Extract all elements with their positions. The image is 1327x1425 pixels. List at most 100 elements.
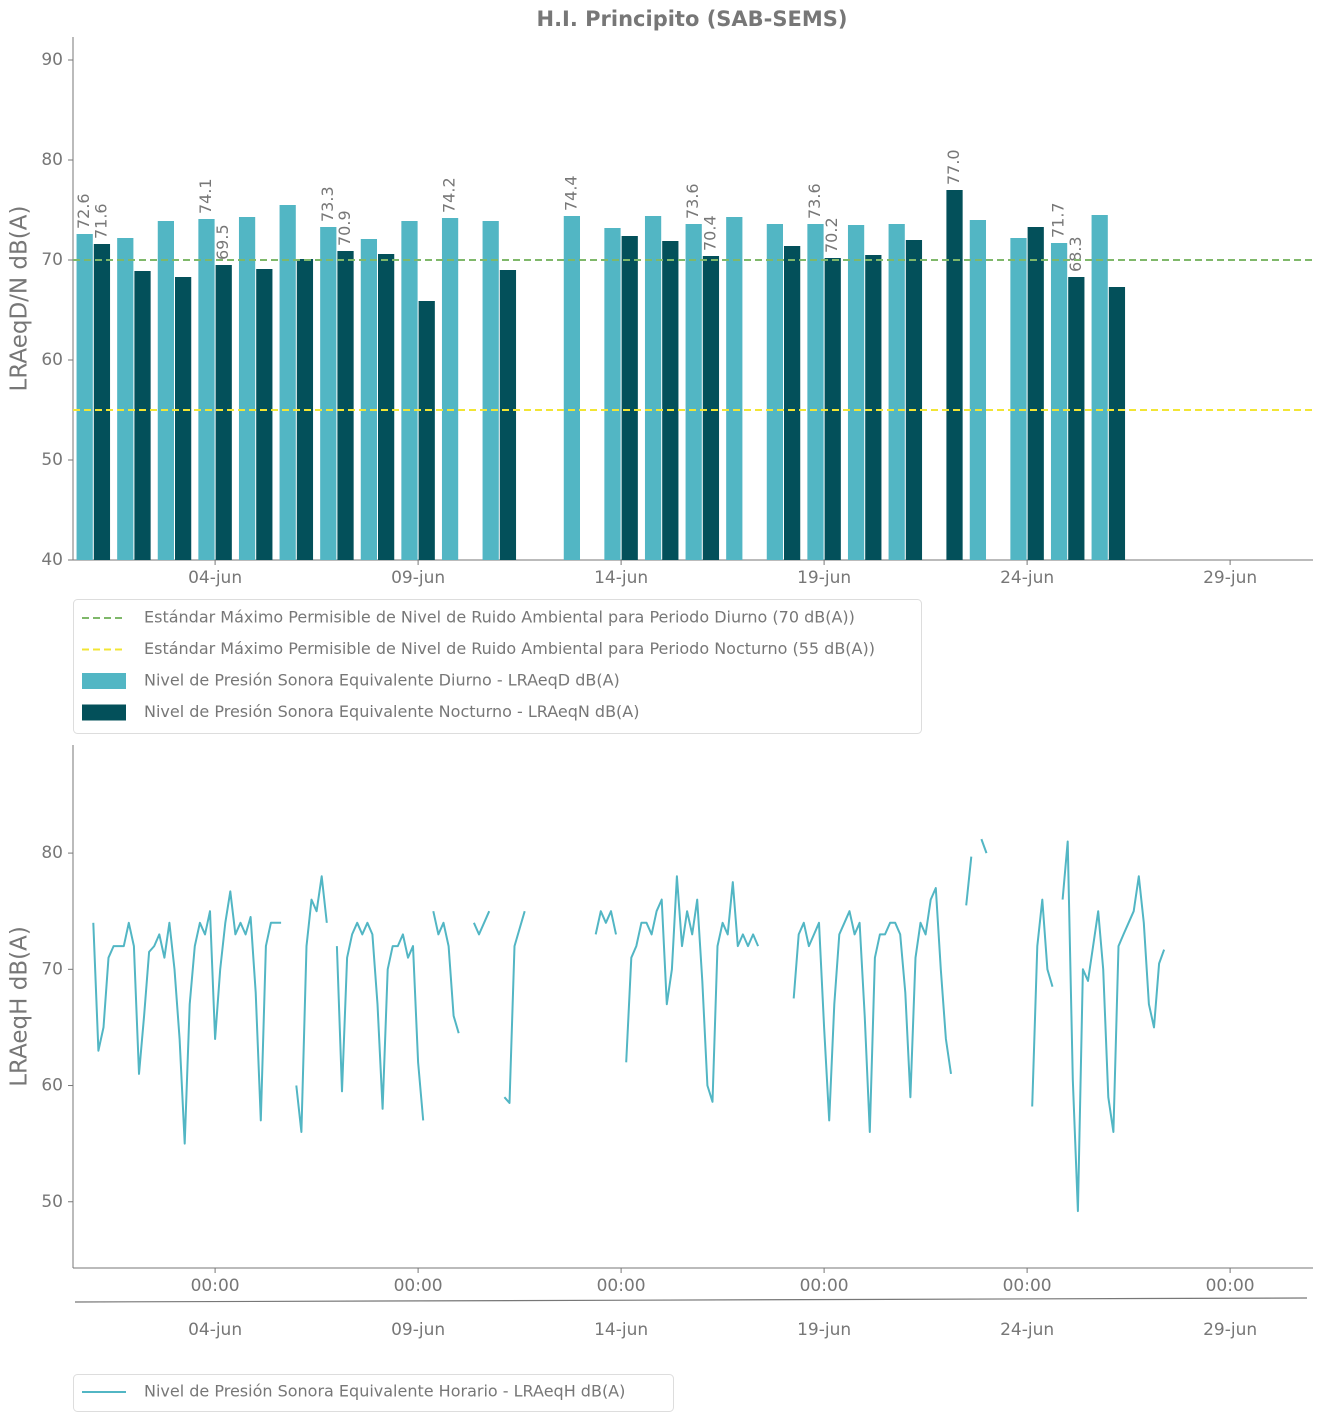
y-tick-label: 90 — [41, 50, 63, 70]
bar — [1010, 238, 1027, 560]
x-tick-label: 00:00 — [1003, 1276, 1052, 1296]
y-axis-label: LRAeqD/N dB(A) — [7, 206, 33, 392]
bar — [499, 270, 517, 560]
value-label: 72.6 — [74, 193, 93, 229]
bar — [865, 255, 882, 560]
bar — [175, 277, 192, 560]
x-date-label: 29-jun — [1203, 1320, 1257, 1340]
bar — [134, 271, 151, 560]
y-tick-label: 40 — [41, 550, 63, 570]
bar — [784, 246, 801, 560]
value-label: 68.3 — [1066, 236, 1085, 272]
bar — [117, 238, 134, 560]
y-tick-label: 80 — [41, 843, 63, 863]
x-tick-label: 00:00 — [597, 1276, 646, 1296]
value-label: 73.6 — [805, 183, 824, 219]
bar — [1108, 287, 1126, 560]
bar — [198, 219, 215, 560]
bar — [320, 227, 337, 560]
value-label: 71.7 — [1049, 202, 1068, 238]
legend-label: Nivel de Presión Sonora Equivalente Noct… — [144, 702, 639, 721]
bar — [482, 221, 499, 560]
y-tick-label: 70 — [41, 959, 63, 979]
bar — [1068, 277, 1085, 560]
legend-swatch — [82, 673, 126, 689]
legend-label: Nivel de Presión Sonora Equivalente Diur… — [144, 671, 620, 690]
x-tick-label: 24-jun — [1000, 568, 1054, 588]
bar — [1050, 243, 1068, 560]
x-tick-label: 09-jun — [391, 568, 445, 588]
bar — [621, 236, 638, 560]
x-date-label: 04-jun — [188, 1320, 242, 1340]
x-tick-label: 00:00 — [191, 1276, 240, 1296]
bar — [766, 224, 784, 560]
value-label: 70.9 — [335, 210, 354, 246]
legend-label: Nivel de Presión Sonora Equivalente Hora… — [144, 1382, 625, 1401]
y-tick-label: 60 — [41, 1076, 63, 1096]
value-label: 74.1 — [196, 178, 215, 214]
bar — [238, 217, 256, 560]
value-label: 71.6 — [91, 203, 110, 239]
bar — [847, 225, 865, 560]
value-label: 74.2 — [440, 177, 459, 213]
bar — [807, 224, 824, 560]
x-tick-label: 04-jun — [188, 568, 242, 588]
legend-box — [73, 1374, 674, 1412]
bar — [644, 216, 662, 560]
value-label: 70.2 — [822, 217, 841, 253]
bar — [1027, 227, 1044, 560]
x-tick-label: 00:00 — [394, 1276, 443, 1296]
x-date-label: 19-jun — [797, 1320, 851, 1340]
bar — [157, 221, 175, 560]
bar — [337, 251, 354, 560]
x-tick-label: 29-jun — [1203, 568, 1257, 588]
bar — [604, 228, 621, 560]
bar — [905, 240, 923, 560]
series-line — [92, 838, 1166, 1213]
date-separator — [74, 1297, 1308, 1303]
bar — [563, 216, 581, 560]
bar — [726, 217, 743, 560]
legend-label: Estándar Máximo Permisible de Nivel de R… — [144, 608, 855, 627]
legend-label: Estándar Máximo Permisible de Nivel de R… — [144, 639, 875, 658]
y-tick-label: 80 — [41, 150, 63, 170]
bar — [418, 301, 435, 560]
legend-box — [73, 599, 922, 734]
legend-swatch — [82, 704, 126, 721]
bar — [702, 256, 720, 560]
y-tick-label: 50 — [41, 450, 63, 470]
value-label: 70.4 — [700, 215, 719, 251]
bar — [969, 220, 987, 560]
bar — [441, 218, 459, 560]
bar — [360, 239, 378, 560]
bar — [378, 254, 395, 560]
bar — [946, 190, 963, 560]
x-tick-label: 00:00 — [800, 1276, 849, 1296]
x-date-label: 09-jun — [391, 1320, 445, 1340]
bar — [1091, 215, 1108, 560]
bar — [685, 224, 702, 560]
bar — [93, 244, 111, 560]
x-tick-label: 19-jun — [797, 568, 851, 588]
bar — [215, 265, 232, 560]
value-label: 74.4 — [561, 175, 580, 211]
bar — [279, 205, 296, 560]
y-tick-label: 50 — [41, 1192, 63, 1212]
bar — [256, 269, 273, 560]
bar — [76, 234, 93, 560]
y-tick-label: 70 — [41, 250, 63, 270]
value-label: 73.3 — [318, 186, 337, 222]
bar — [888, 224, 905, 560]
x-tick-label: 00:00 — [1206, 1276, 1255, 1296]
y-tick-label: 60 — [41, 350, 63, 370]
value-label: 73.6 — [683, 183, 702, 219]
x-date-label: 14-jun — [594, 1320, 648, 1340]
value-label: 69.5 — [213, 224, 232, 260]
chart-title: H.I. Principito (SAB-SEMS) — [537, 7, 848, 31]
x-tick-label: 14-jun — [594, 568, 648, 588]
bar — [662, 241, 679, 560]
value-label: 77.0 — [944, 149, 963, 185]
x-date-label: 24-jun — [1000, 1320, 1054, 1340]
bar — [401, 221, 418, 560]
